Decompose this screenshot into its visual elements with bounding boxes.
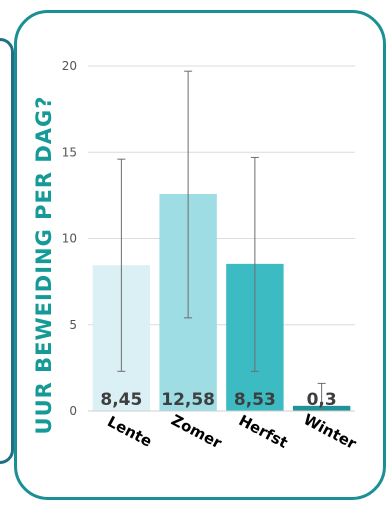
x-tick-label: Herfst xyxy=(236,411,291,452)
data-label: 8,45 xyxy=(100,390,142,410)
x-tick-label: Zomer xyxy=(168,411,225,453)
y-tick-label: 15 xyxy=(62,145,77,159)
y-tick-label: 10 xyxy=(62,232,77,246)
data-label: 12,58 xyxy=(161,390,215,410)
x-tick-label: Winter xyxy=(301,410,360,453)
y-tick-label: 5 xyxy=(69,318,77,332)
y-tick-label: 0 xyxy=(69,404,77,418)
data-label: 0,3 xyxy=(307,390,337,410)
data-label: 8,53 xyxy=(234,390,276,410)
y-tick-label: 20 xyxy=(62,59,77,73)
x-tick-label: Lente xyxy=(104,412,155,450)
